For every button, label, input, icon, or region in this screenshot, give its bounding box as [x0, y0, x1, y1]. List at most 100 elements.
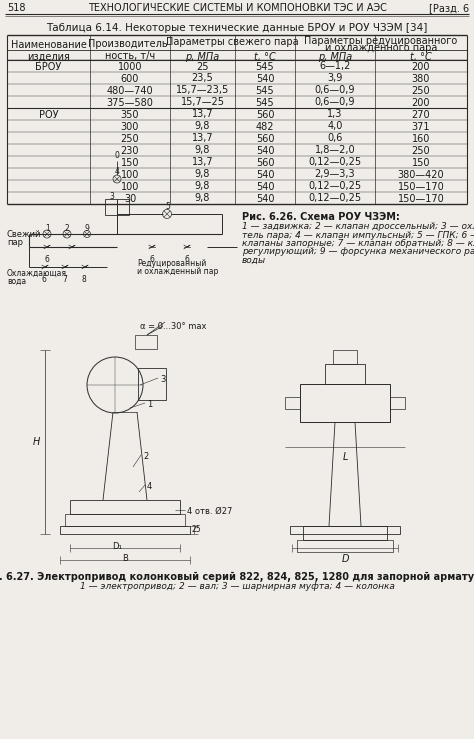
Text: 540: 540 [256, 73, 274, 84]
Text: 1 — задвижка; 2 — клапан дроссельный; 3 — охлади-: 1 — задвижка; 2 — клапан дроссельный; 3 … [242, 222, 474, 231]
Text: регулирующий; 9 — форсунка механического распыла: регулирующий; 9 — форсунка механического… [242, 248, 474, 256]
Text: 6: 6 [150, 255, 155, 264]
Text: Рис. 6.27. Электропривод колонковый серий 822, 824, 825, 1280 для запорной армат: Рис. 6.27. Электропривод колонковый сери… [0, 572, 474, 582]
Bar [138, 368, 166, 400]
Text: 230: 230 [121, 146, 139, 155]
Text: t, °С: t, °С [254, 52, 276, 62]
Text: 480—740: 480—740 [107, 86, 153, 95]
Text: 5: 5 [165, 202, 170, 211]
Text: 0,12—0,25: 0,12—0,25 [309, 157, 362, 168]
Bar [285, 397, 300, 409]
Bar [300, 384, 390, 422]
Text: Наименование
изделия: Наименование изделия [10, 40, 86, 61]
Text: 25: 25 [192, 525, 201, 534]
Text: 6: 6 [185, 255, 190, 264]
Text: 0,6: 0,6 [328, 134, 343, 143]
Text: B: B [122, 554, 128, 563]
Text: 0,12—0,25: 0,12—0,25 [309, 194, 362, 203]
Text: p, МПа: p, МПа [185, 52, 219, 62]
Text: 380: 380 [412, 73, 430, 84]
Text: 6: 6 [45, 255, 50, 264]
Bar [333, 350, 357, 364]
Text: тель пара; 4 — клапан импульсный; 5 — ГПК; 6 —: тель пара; 4 — клапан импульсный; 5 — ГП… [242, 231, 474, 239]
Text: α = 0...30° max: α = 0...30° max [140, 322, 207, 331]
Text: пар: пар [7, 238, 23, 247]
Text: 0,6—0,9: 0,6—0,9 [315, 98, 355, 107]
Text: 2: 2 [143, 452, 148, 461]
Bar [290, 526, 400, 534]
Text: воды: воды [242, 256, 266, 265]
Text: 9,8: 9,8 [195, 194, 210, 203]
Text: 482: 482 [256, 121, 274, 132]
Bar [135, 335, 157, 349]
Text: 7: 7 [62, 275, 67, 284]
Text: 560: 560 [256, 134, 274, 143]
Text: 9: 9 [85, 224, 90, 233]
Text: 560: 560 [256, 109, 274, 120]
Text: 150—170: 150—170 [398, 182, 444, 191]
Text: БРОУ: БРОУ [35, 61, 62, 72]
Text: 380—420: 380—420 [398, 169, 444, 180]
Text: 560: 560 [256, 157, 274, 168]
Text: 4,0: 4,0 [328, 121, 343, 132]
Text: 1: 1 [147, 400, 152, 409]
Text: 0,12—0,25: 0,12—0,25 [309, 182, 362, 191]
Bar [70, 500, 180, 514]
Bar [390, 397, 405, 409]
Text: 545: 545 [255, 61, 274, 72]
Text: 9,8: 9,8 [195, 169, 210, 180]
Bar [65, 514, 185, 526]
Text: 30: 30 [124, 194, 136, 203]
Text: 371: 371 [412, 121, 430, 132]
Text: 540: 540 [256, 169, 274, 180]
Text: 13,7: 13,7 [191, 109, 213, 120]
Text: 540: 540 [256, 146, 274, 155]
Text: 15,7—23,5: 15,7—23,5 [176, 86, 229, 95]
Text: 1,3: 1,3 [328, 109, 343, 120]
Text: 13,7: 13,7 [191, 134, 213, 143]
Text: t, °С: t, °С [410, 52, 432, 62]
Text: 23,5: 23,5 [191, 73, 213, 84]
Text: 9,8: 9,8 [195, 121, 210, 132]
Text: H: H [33, 437, 40, 447]
Text: 1 — электропривод; 2 — вал; 3 — шарнирная муфта; 4 — колонка: 1 — электропривод; 2 — вал; 3 — шарнирна… [80, 582, 394, 591]
Text: 545: 545 [255, 98, 274, 107]
Text: 150: 150 [121, 157, 139, 168]
Text: 3: 3 [109, 192, 114, 201]
Text: 1: 1 [45, 224, 50, 233]
Text: и охлажденный пар: и охлажденный пар [137, 267, 219, 276]
Text: 3: 3 [160, 375, 165, 384]
Text: 250: 250 [121, 134, 139, 143]
Text: 2,9—3,3: 2,9—3,3 [315, 169, 356, 180]
Bar [297, 540, 393, 552]
Text: 8: 8 [82, 275, 87, 284]
Text: 0,6—0,9: 0,6—0,9 [315, 86, 355, 95]
Text: 0: 0 [115, 151, 120, 160]
Text: 540: 540 [256, 182, 274, 191]
Text: 200: 200 [412, 61, 430, 72]
Text: 2: 2 [65, 224, 70, 233]
Text: 3,9: 3,9 [328, 73, 343, 84]
Text: 1000: 1000 [118, 61, 142, 72]
Text: 15,7—25: 15,7—25 [181, 98, 225, 107]
Text: 250: 250 [412, 86, 430, 95]
Text: 150: 150 [412, 157, 430, 168]
Text: 545: 545 [255, 86, 274, 95]
Text: 4 отв. Ø27: 4 отв. Ø27 [187, 507, 232, 516]
Text: D₁: D₁ [112, 542, 122, 551]
Text: [Разд. 6: [Разд. 6 [429, 3, 469, 13]
Text: 1,8—2,0: 1,8—2,0 [315, 146, 356, 155]
Text: 300: 300 [121, 121, 139, 132]
Text: ТЕХНОЛОГИЧЕСКИЕ СИСТЕМЫ И КОМПОНОВКИ ТЭС И АЭС: ТЕХНОЛОГИЧЕСКИЕ СИСТЕМЫ И КОМПОНОВКИ ТЭС… [88, 3, 386, 13]
Text: 6: 6 [42, 275, 47, 284]
Text: 25: 25 [196, 61, 209, 72]
Text: 540: 540 [256, 194, 274, 203]
Text: 100: 100 [121, 182, 139, 191]
Text: p, МПа: p, МПа [318, 52, 352, 62]
Text: Таблица 6.14. Некоторые технические данные БРОУ и РОУ ЧЗЭМ [34]: Таблица 6.14. Некоторые технические данн… [46, 23, 428, 33]
Text: РОУ: РОУ [39, 109, 58, 120]
Text: 270: 270 [412, 109, 430, 120]
Text: 13,7: 13,7 [191, 157, 213, 168]
Text: Свежий: Свежий [7, 230, 41, 239]
Text: 200: 200 [412, 98, 430, 107]
